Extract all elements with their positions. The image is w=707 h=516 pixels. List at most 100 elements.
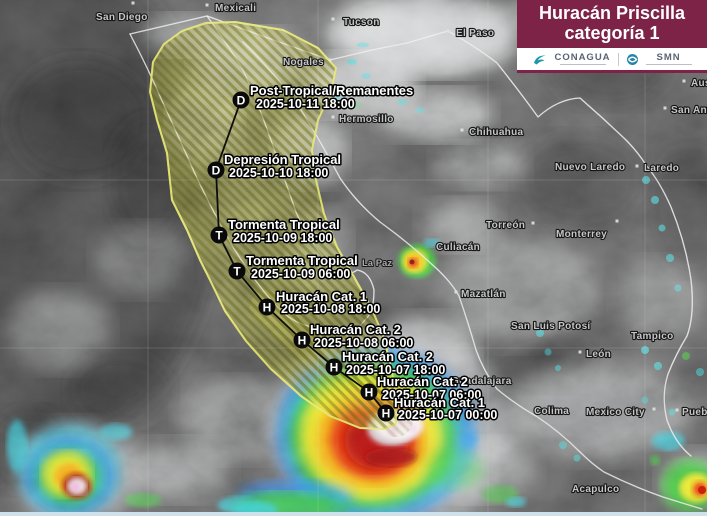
city-label: Colima <box>534 406 569 417</box>
track-point: T Tormenta Tropical 2025-10-09 06:00 <box>228 252 359 283</box>
city-labels: San Diego Mexicali Tucson Nogales El Pas… <box>95 2 707 496</box>
track-point: H Huracán Cat. 2 2025-10-07 18:00 <box>325 348 447 379</box>
city-label: El Paso <box>456 28 494 39</box>
track-point-name: Huracán Cat. 2 <box>310 322 401 337</box>
city-label: León <box>586 349 611 360</box>
city-dot <box>454 290 458 294</box>
track-point-name: Huracán Cat. 1 <box>276 289 367 304</box>
track-point-letter: D <box>212 164 221 178</box>
logo-divider <box>617 52 619 66</box>
city-label: Guadalajara <box>451 376 512 387</box>
city-dot <box>663 106 667 110</box>
city-dot <box>578 350 582 354</box>
city-dot <box>587 321 591 325</box>
city-label: Tucson <box>343 17 380 28</box>
track-point-datetime: 2025-10-10 18:00 <box>229 166 328 180</box>
track-point-marker <box>360 383 378 401</box>
track-point: H Huracán Cat. 1 2025-10-08 18:00 <box>258 288 382 318</box>
city-dot <box>615 219 619 223</box>
city-label: Mazatlán <box>461 289 506 300</box>
smn-wordmark: SMN <box>645 53 692 66</box>
track-point-name: Huracán Cat. 2 <box>377 374 468 389</box>
track-point-datetime: 2025-10-07 00:00 <box>398 408 497 422</box>
track-point-datetime: 2025-10-07 06:00 <box>382 388 481 402</box>
track-point-letter: T <box>233 265 241 279</box>
track-point-datetime: 2025-10-09 18:00 <box>233 231 332 245</box>
track-point-letter: H <box>298 334 307 348</box>
track-point-name: Huracán Cat. 2 <box>342 349 433 364</box>
track-point-name: Post-Tropical/Remanentes <box>250 83 413 98</box>
city-dot <box>635 164 639 168</box>
bottom-edge-strip <box>0 512 707 516</box>
city-label: San Luis Potosí <box>511 321 591 332</box>
conagua-wordmark: CONAGUA <box>554 53 610 66</box>
track-point: H Huracán Cat. 2 2025-10-08 06:00 <box>293 321 415 352</box>
track-point-datetime: 2025-10-08 18:00 <box>281 302 380 316</box>
city-dot <box>331 115 335 119</box>
conagua-subtext-line <box>559 63 606 66</box>
track-point-marker <box>258 298 276 316</box>
city-label: Hermosillo <box>339 114 394 125</box>
storm-title: Huracán Priscilla <box>538 3 686 23</box>
conagua-logo-icon <box>532 53 547 66</box>
track-point-datetime: 2025-10-07 18:00 <box>346 363 445 377</box>
city-label: Tampico <box>631 331 673 342</box>
track-point-name: Depresión Tropical <box>224 152 341 167</box>
city-dot <box>328 58 332 62</box>
city-label: Mexicali <box>215 3 256 14</box>
track-point-marker <box>325 358 343 376</box>
track-point-name: Tormenta Tropical <box>246 253 358 268</box>
smn-subtext-line <box>645 63 692 66</box>
track-point: T Tormenta Tropical 2025-10-09 18:00 <box>210 216 341 247</box>
city-dot <box>331 17 335 21</box>
track-point-datetime: 2025-10-09 06:00 <box>251 267 350 281</box>
city-dot <box>531 221 535 225</box>
city-label: Mexico City <box>586 407 645 418</box>
city-dot <box>675 408 679 412</box>
track-point-letter: T <box>215 229 223 243</box>
track-point-letter: H <box>382 407 391 421</box>
track-point: D Post-Tropical/Remanentes 2025-10-11 18… <box>232 82 415 113</box>
city-label: Culiacán <box>436 242 480 253</box>
track-point-letter: H <box>330 361 339 375</box>
city-dot <box>652 407 656 411</box>
smn-logo-icon <box>626 53 639 66</box>
city-label: Laredo <box>644 163 679 174</box>
track-point: D Depresión Tropical 2025-10-10 18:00 <box>207 151 343 182</box>
header: Huracán Priscilla categoría 1 CONAGUA SM… <box>517 0 707 73</box>
track-point-letter: D <box>237 94 246 108</box>
city-dot <box>446 29 450 33</box>
track-point: H Huracán Cat. 2 2025-10-07 06:00 <box>360 373 483 404</box>
city-dot <box>460 128 464 132</box>
city-label: Chihuahua <box>469 127 524 138</box>
track-point: H Huracán Cat. 1 2025-10-07 00:00 <box>377 394 499 424</box>
agency-logo-bar: CONAGUA SMN <box>517 48 707 70</box>
city-label: San Antonio <box>671 105 707 116</box>
city-label: La Paz <box>362 258 392 269</box>
track-point-datetime: 2025-10-08 06:00 <box>314 336 413 350</box>
city-dot <box>131 1 135 5</box>
track-point-name: Tormenta Tropical <box>228 217 340 232</box>
city-dots <box>131 1 686 412</box>
city-label: Puebla <box>682 407 707 418</box>
track-point-name: Huracán Cat. 1 <box>394 395 485 410</box>
track-point-marker <box>377 404 395 422</box>
city-label: Acapulco <box>572 484 619 495</box>
city-label: Monterrey <box>556 229 607 240</box>
city-label: Nuevo Laredo <box>555 162 625 173</box>
track-points: D Post-Tropical/Remanentes 2025-10-11 18… <box>207 82 499 424</box>
header-bottom-strip <box>517 70 707 73</box>
track-point-marker <box>207 161 225 179</box>
track-point-marker <box>228 262 246 280</box>
track-point-marker <box>210 226 228 244</box>
track-point-letter: H <box>365 386 374 400</box>
storm-title-box: Huracán Priscilla categoría 1 <box>517 0 707 48</box>
city-label: San Diego <box>96 12 148 23</box>
track-point-datetime: 2025-10-11 18:00 <box>256 97 355 111</box>
city-dot <box>682 79 686 83</box>
city-label: Torreón <box>486 220 525 231</box>
city-label: Nogales <box>283 57 324 68</box>
